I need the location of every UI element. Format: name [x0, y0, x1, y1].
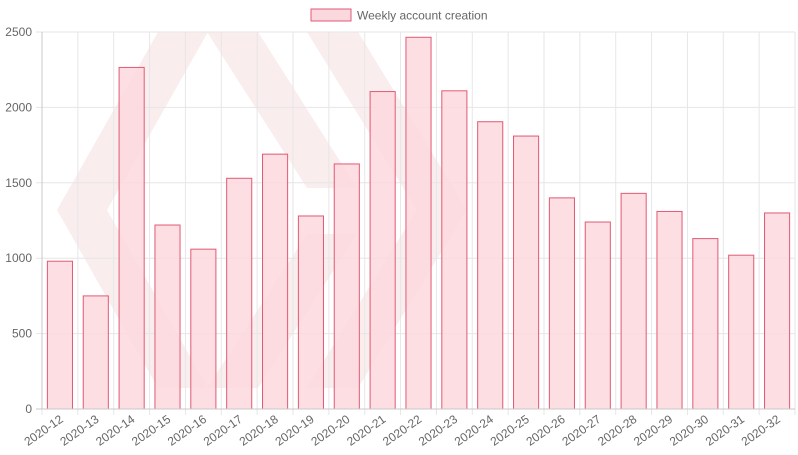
x-tick-label: 2020-13: [57, 412, 101, 449]
x-axis-tick-labels: 2020-122020-132020-142020-152020-162020-…: [22, 412, 784, 449]
y-axis-tick-labels: 0 500 1000 1500 2000 2500: [5, 25, 32, 416]
bar-2020-28[interactable]: [620, 192, 647, 410]
bar-2020-19[interactable]: [297, 215, 324, 410]
y-tick-label: 2500: [5, 25, 32, 39]
x-tick-label: 2020-14: [93, 412, 137, 449]
x-tick-label: 2020-16: [165, 412, 209, 449]
bar-2020-32[interactable]: [764, 212, 791, 410]
x-tick-label: 2020-26: [524, 412, 568, 449]
y-tick-label: 2000: [5, 100, 32, 114]
legend-swatch[interactable]: [310, 8, 352, 22]
x-tick-label: 2020-25: [488, 412, 532, 449]
x-tick-label: 2020-28: [595, 412, 639, 449]
bar-2020-18[interactable]: [262, 153, 289, 410]
bar-series: [46, 36, 791, 410]
x-tick-label: 2020-30: [667, 412, 711, 449]
bar-2020-20[interactable]: [333, 163, 360, 410]
y-tick-label: 1000: [5, 251, 32, 265]
x-tick-label: 2020-29: [631, 412, 675, 449]
bar-2020-17[interactable]: [226, 177, 253, 410]
x-tick-label: 2020-27: [559, 412, 603, 449]
bar-2020-14[interactable]: [118, 66, 145, 410]
y-tick-label: 0: [25, 402, 32, 416]
x-tick-label: 2020-22: [380, 412, 424, 449]
bar-2020-31[interactable]: [728, 254, 755, 410]
x-tick-label: 2020-20: [308, 412, 352, 449]
x-tick-label: 2020-17: [201, 412, 245, 449]
y-tick-label: 1500: [5, 176, 32, 190]
watermark-shape-1: [207, 32, 357, 188]
bar-2020-30[interactable]: [692, 238, 719, 410]
x-tick-label: 2020-21: [344, 412, 388, 449]
bar-2020-29[interactable]: [656, 210, 683, 410]
bar-2020-22[interactable]: [405, 36, 432, 410]
bar-2020-26[interactable]: [548, 197, 575, 410]
bar-2020-12[interactable]: [46, 260, 73, 410]
bar-2020-16[interactable]: [190, 248, 217, 410]
bar-2020-27[interactable]: [584, 221, 611, 410]
axes: [36, 32, 795, 410]
x-tick-label: 2020-32: [739, 412, 783, 449]
x-tick-label: 2020-15: [129, 412, 173, 449]
x-tick-label: 2020-19: [273, 412, 317, 449]
x-tick-label: 2020-12: [22, 412, 66, 449]
bar-2020-24[interactable]: [477, 121, 504, 410]
bar-2020-23[interactable]: [441, 90, 468, 410]
bar-2020-21[interactable]: [369, 91, 396, 410]
legend-label[interactable]: Weekly account creation: [357, 9, 488, 23]
y-tick-label: 500: [12, 327, 32, 341]
bar-2020-13[interactable]: [82, 295, 109, 410]
bar-2020-25[interactable]: [513, 135, 540, 410]
x-tick-label: 2020-31: [703, 412, 747, 449]
legend[interactable]: Weekly account creation: [310, 8, 488, 23]
x-tick-label: 2020-18: [237, 412, 281, 449]
bar-2020-15[interactable]: [154, 224, 181, 410]
x-tick-label: 2020-24: [452, 412, 496, 449]
x-tick-label: 2020-23: [416, 412, 460, 449]
